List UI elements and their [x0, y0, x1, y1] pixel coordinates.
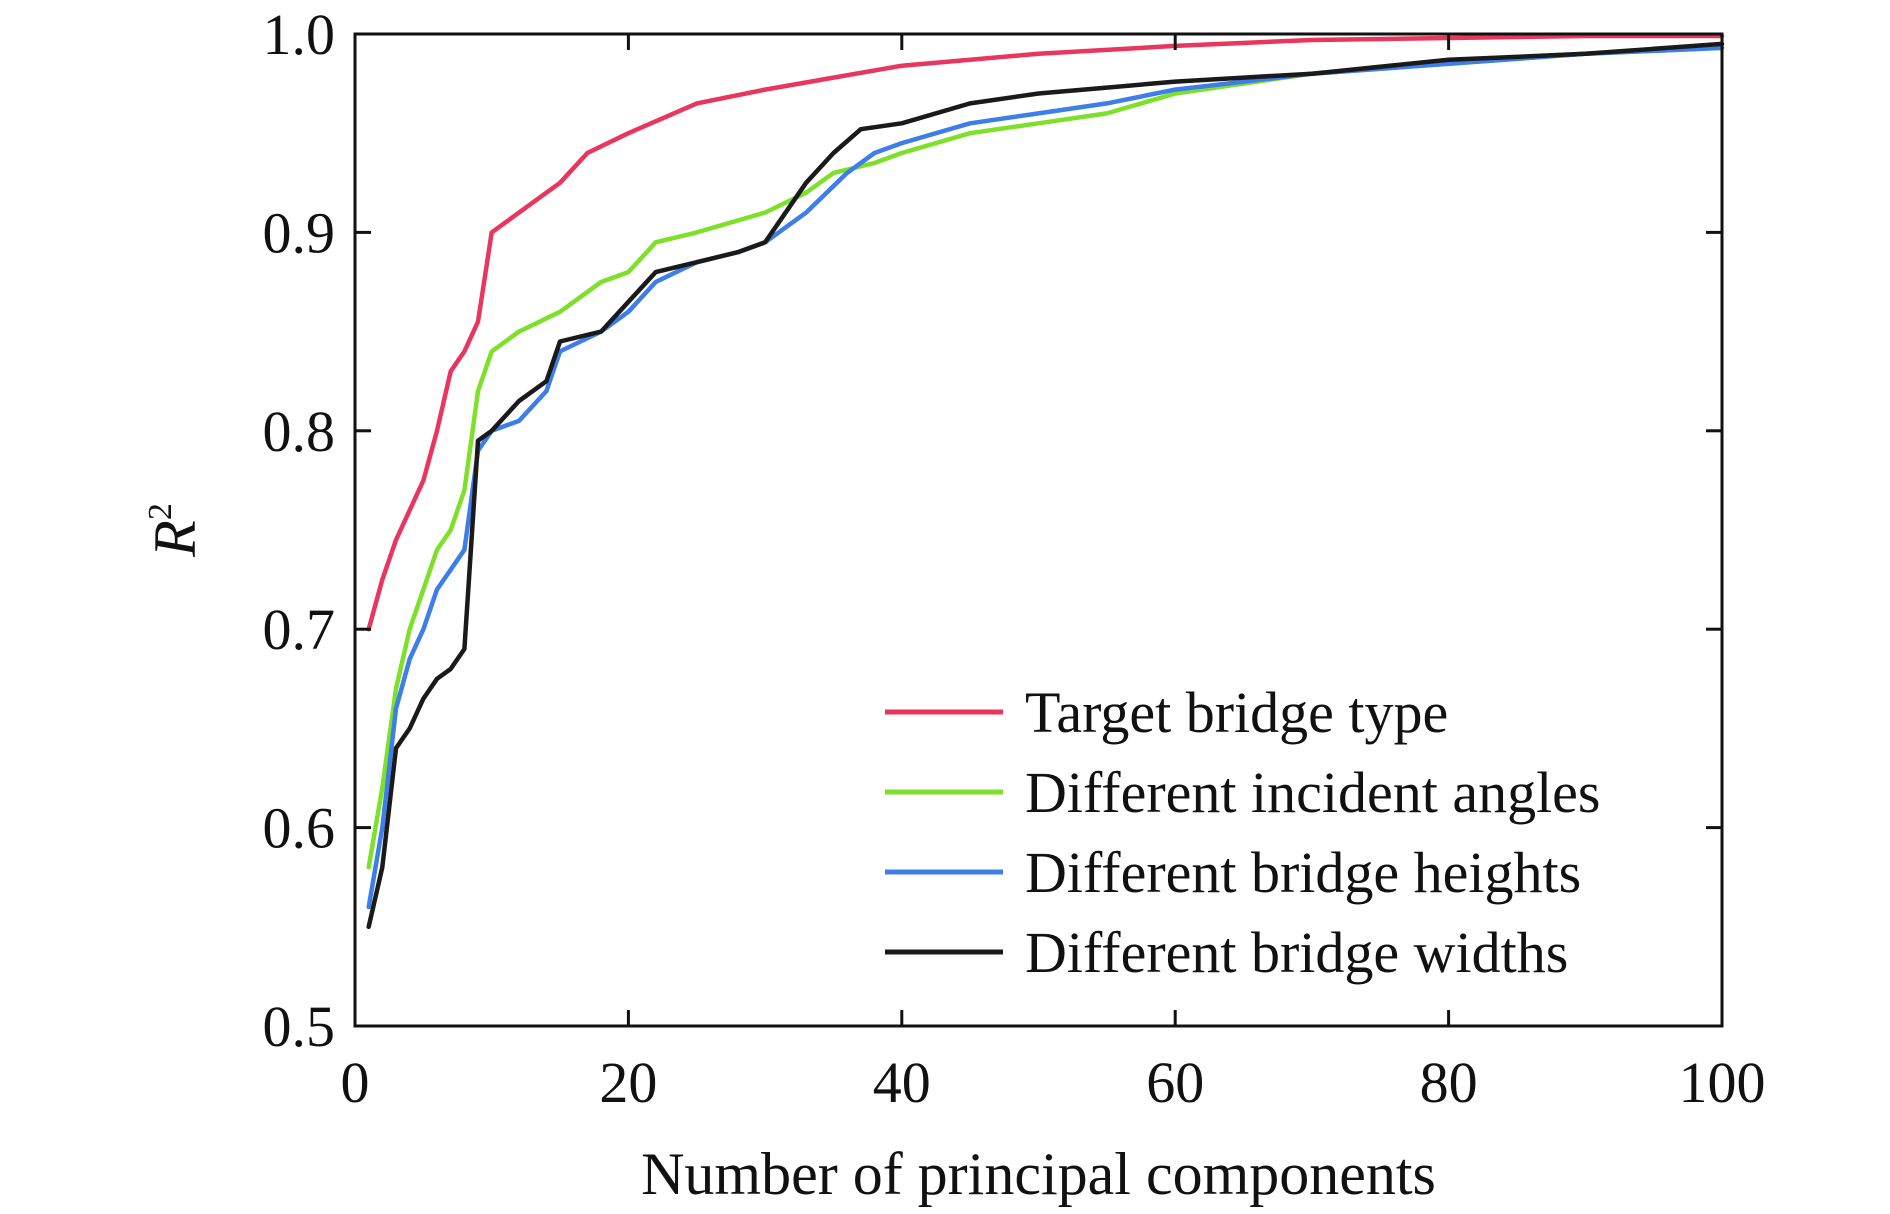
y-tick-label: 0.8 — [263, 399, 336, 464]
series-line-4 — [366, 41, 1725, 930]
y-axis-title: R2 — [142, 503, 208, 558]
plot-frame — [353, 32, 1724, 1028]
y-tick-label: 1.0 — [263, 2, 336, 67]
x-tick-label: 80 — [1420, 1050, 1478, 1115]
legend: Target bridge type Different incident ang… — [885, 680, 1601, 985]
legend-label-2: Different incident angles — [1025, 760, 1601, 825]
legend-label-3: Different bridge heights — [1025, 840, 1581, 905]
legend-label-4: Different bridge widths — [1025, 920, 1568, 985]
legend-label-1: Target bridge type — [1025, 680, 1448, 745]
series-lines — [366, 33, 1725, 930]
y-axis-title-superscript: 2 — [142, 503, 179, 520]
series-line-1 — [366, 33, 1725, 632]
axis-ticks: 0 20 40 60 80 100 0.5 0.6 0.7 0.8 0.9 1.0 — [263, 2, 1766, 1115]
y-axis-title-main: R — [142, 520, 208, 558]
x-tick-label: 40 — [873, 1050, 931, 1115]
x-axis-title: Number of principal components — [641, 1141, 1436, 1207]
y-tick-label: 0.5 — [263, 994, 336, 1059]
y-tick-label: 0.7 — [263, 597, 336, 662]
series-line-2 — [366, 45, 1725, 870]
y-tick-label: 0.6 — [263, 796, 336, 861]
x-tick-label: 0 — [341, 1050, 370, 1115]
y-tick-label: 0.9 — [263, 200, 336, 265]
x-tick-label: 100 — [1679, 1050, 1766, 1115]
x-tick-label: 20 — [599, 1050, 657, 1115]
x-tick-label: 60 — [1146, 1050, 1204, 1115]
series-line-3 — [366, 45, 1725, 910]
